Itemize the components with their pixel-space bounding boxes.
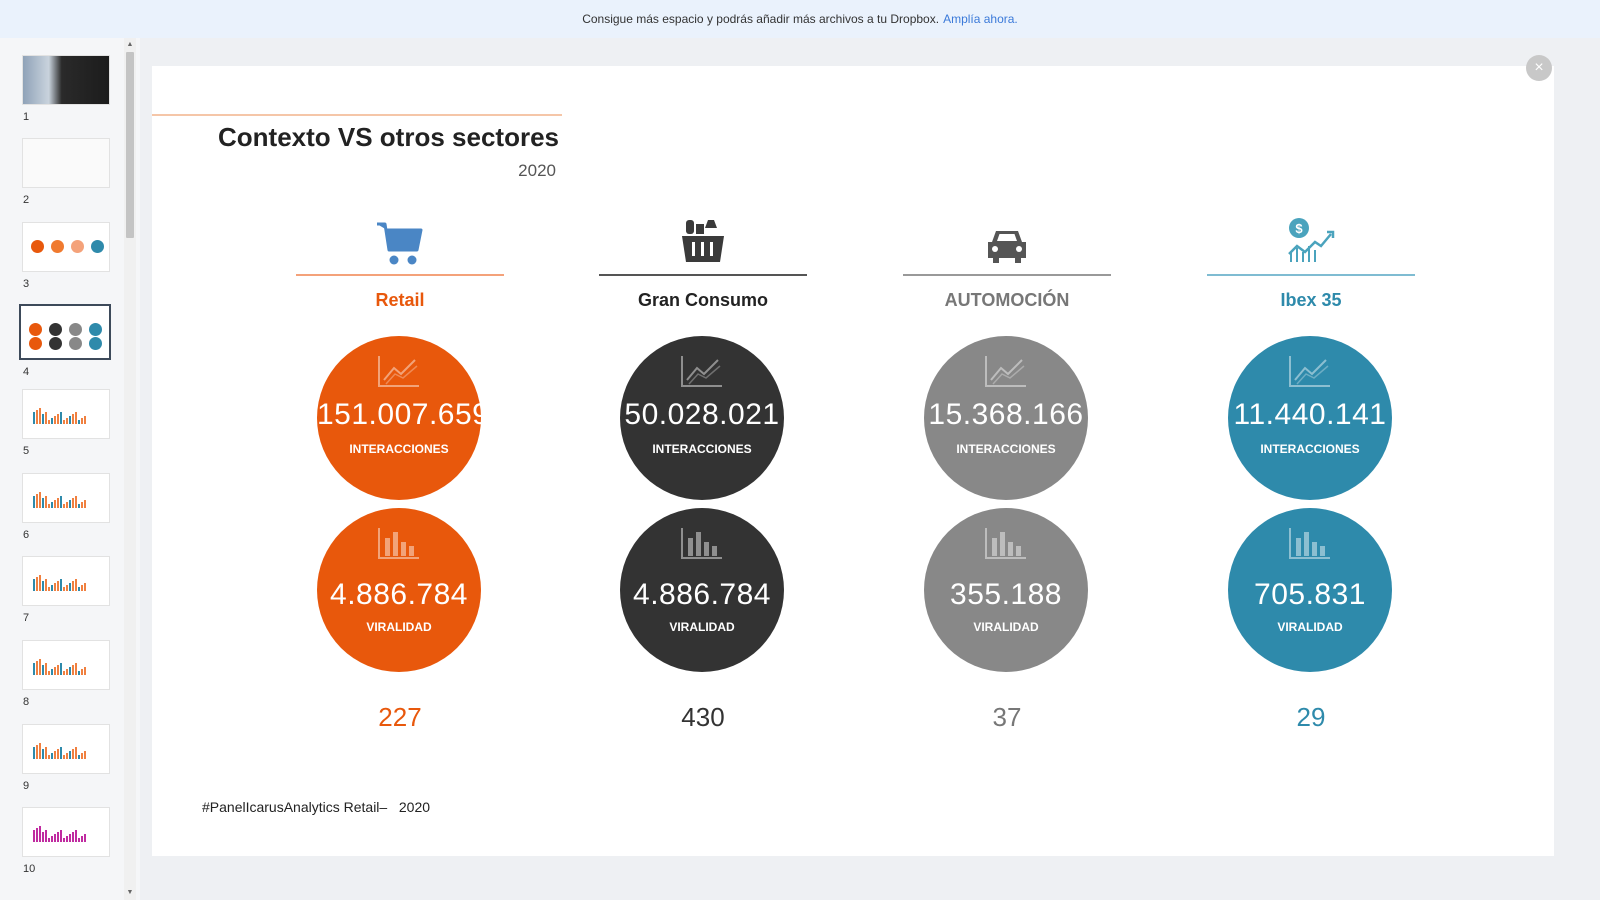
money-growth-icon: $: [1206, 206, 1416, 266]
slide-canvas: Contexto VS otros sectores 2020 Retail 15…: [152, 66, 1554, 856]
viralidad-label: VIRALIDAD: [669, 620, 735, 634]
sector-name: Ibex 35: [1280, 290, 1342, 310]
viralidad-value: 4.886.784: [330, 578, 468, 611]
sector-count: 37: [992, 702, 1022, 732]
thumbnail-number: 9: [23, 780, 30, 792]
thumbnail-number: 3: [23, 278, 30, 290]
line-chart-icon: [377, 354, 421, 388]
sector-divider: [296, 274, 504, 276]
slide-thumbnail[interactable]: 8: [22, 640, 110, 708]
slide-thumbnail[interactable]: 5: [22, 389, 110, 457]
interacciones-label: INTERACCIONES: [652, 442, 752, 456]
slide-thumbnail[interactable]: 4: [19, 304, 111, 378]
scroll-down-icon[interactable]: ▼: [126, 889, 134, 896]
bar-chart-icon: [680, 526, 724, 560]
banner-text: Consigue más espacio y podrás añadir más…: [582, 12, 940, 26]
viralidad-label: VIRALIDAD: [1277, 620, 1343, 634]
thumbnail-preview[interactable]: [22, 138, 110, 188]
scroll-up-icon[interactable]: ▲: [126, 41, 134, 48]
viralidad-circle: 4.886.784 VIRALIDAD: [317, 508, 481, 672]
slide-thumbnail[interactable]: 7: [22, 556, 110, 624]
interacciones-label: INTERACCIONES: [349, 442, 449, 456]
svg-text:$: $: [1295, 221, 1303, 236]
slide-thumbnail[interactable]: 3: [22, 222, 110, 290]
sector-column: Retail 151.007.659 INTERACCIONES 4.886.784 V…: [295, 206, 505, 732]
sector-column: AUTOMOCIÓN 15.368.166 INTERACCIONES 355.188…: [902, 206, 1112, 732]
interacciones-label: INTERACCIONES: [1260, 442, 1360, 456]
sector-column: Gran Consumo 50.028.021 INTERACCIONES 4.886…: [598, 206, 808, 732]
upgrade-link[interactable]: Amplía ahora.: [943, 12, 1018, 26]
thumbnail-number: 7: [23, 612, 30, 624]
viralidad-circle: 4.886.784 VIRALIDAD: [620, 508, 784, 672]
sector-divider: [903, 274, 1111, 276]
thumbnail-sidebar: 1 2 3 4 5 6 7 8 9 10 ▲ ▼: [0, 38, 140, 900]
thumbnail-number: 2: [23, 194, 30, 206]
thumbnail-preview[interactable]: [22, 807, 110, 857]
line-chart-icon: [680, 354, 724, 388]
viralidad-value: 4.886.784: [633, 578, 771, 611]
thumbnail-number: 5: [23, 445, 30, 457]
line-chart-icon: [1288, 354, 1332, 388]
grocery-basket-icon: [598, 206, 808, 266]
interacciones-value: 50.028.021: [624, 398, 780, 431]
sector-name: AUTOMOCIÓN: [944, 290, 1070, 310]
thumbnail-preview[interactable]: [22, 389, 110, 439]
interacciones-circle: 11.440.141 INTERACCIONES: [1228, 336, 1392, 500]
thumbnail-number: 4: [23, 366, 30, 378]
bar-chart-icon: [1288, 526, 1332, 560]
sector-column: $ Ibex 35 11.440.141 INTERACCIONES 705.831 VI…: [1206, 206, 1416, 732]
close-icon[interactable]: ×: [1526, 55, 1552, 81]
sector-divider: [1207, 274, 1415, 276]
thumbnail-preview[interactable]: [22, 222, 110, 272]
thumbnail-number: 1: [23, 111, 30, 123]
sector-name: Gran Consumo: [637, 290, 768, 310]
thumbnail-number: 10: [23, 863, 36, 875]
thumbnail-number: 8: [23, 696, 30, 708]
slide-thumbnail[interactable]: 1: [22, 55, 110, 123]
thumbnail-preview[interactable]: [19, 304, 111, 360]
viralidad-value: 705.831: [1254, 578, 1366, 611]
car-icon: [902, 206, 1112, 266]
sector-count: 29: [1296, 702, 1326, 732]
upgrade-banner: Consigue más espacio y podrás añadir más…: [0, 0, 1600, 38]
thumbnail-preview[interactable]: [22, 724, 110, 774]
line-chart-icon: [984, 354, 1028, 388]
sector-count: 430: [681, 702, 725, 732]
thumbnail-preview[interactable]: [22, 556, 110, 606]
interacciones-label: INTERACCIONES: [956, 442, 1056, 456]
slide-thumbnail[interactable]: 10: [22, 807, 110, 875]
sector-count: 227: [378, 702, 422, 732]
viralidad-label: VIRALIDAD: [973, 620, 1039, 634]
interacciones-value: 151.007.659: [317, 398, 490, 431]
sector-name: Retail: [375, 290, 425, 310]
slide-thumbnail[interactable]: 9: [22, 724, 110, 792]
bar-chart-icon: [377, 526, 421, 560]
thumbnail-preview[interactable]: [22, 640, 110, 690]
sidebar-scrollbar[interactable]: ▲ ▼: [124, 38, 136, 900]
interacciones-circle: 15.368.166 INTERACCIONES: [924, 336, 1088, 500]
thumbnail-number: 6: [23, 529, 30, 541]
bar-chart-icon: [984, 526, 1028, 560]
sector-divider: [599, 274, 807, 276]
slide-footer: #PanelIcarusAnalytics Retail– 2020: [202, 799, 431, 815]
viralidad-circle: 705.831 VIRALIDAD: [1228, 508, 1392, 672]
slide-thumbnail[interactable]: 6: [22, 473, 110, 541]
interacciones-circle: 50.028.021 INTERACCIONES: [620, 336, 784, 500]
scrollbar-thumb[interactable]: [126, 52, 134, 238]
interacciones-circle: 151.007.659 INTERACCIONES: [317, 336, 490, 500]
slide-title: Contexto VS otros sectores: [218, 122, 559, 152]
thumbnail-preview[interactable]: [22, 473, 110, 523]
slide-year: 2020: [518, 161, 556, 180]
viralidad-value: 355.188: [950, 578, 1062, 611]
interacciones-value: 11.440.141: [1233, 398, 1387, 431]
thumbnail-preview[interactable]: [22, 55, 110, 105]
title-divider: [152, 114, 562, 116]
interacciones-value: 15.368.166: [928, 398, 1084, 431]
viralidad-label: VIRALIDAD: [366, 620, 432, 634]
slide-thumbnail[interactable]: 2: [22, 138, 110, 206]
shopping-cart-icon: [295, 206, 505, 266]
viralidad-circle: 355.188 VIRALIDAD: [924, 508, 1088, 672]
